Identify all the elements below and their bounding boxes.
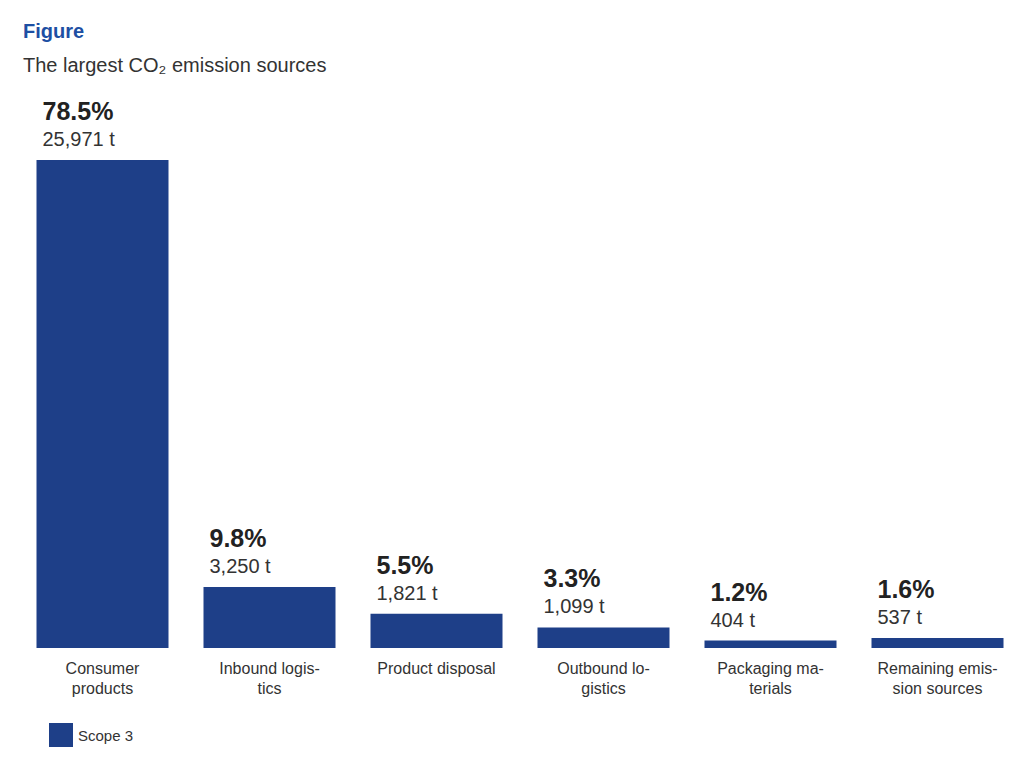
svg-text:Remaining emis-: Remaining emis- xyxy=(877,660,997,677)
svg-text:The largest CO₂ emission sourc: The largest CO₂ emission sources xyxy=(23,54,326,76)
svg-text:9.8%: 9.8% xyxy=(210,524,267,552)
svg-text:tics: tics xyxy=(258,680,282,697)
svg-text:Product disposal: Product disposal xyxy=(377,660,495,677)
svg-text:3.3%: 3.3% xyxy=(544,564,601,592)
svg-text:Inbound logis-: Inbound logis- xyxy=(219,660,320,677)
svg-text:Scope 3: Scope 3 xyxy=(78,727,133,744)
svg-text:1.6%: 1.6% xyxy=(878,575,935,603)
svg-text:3,250 t: 3,250 t xyxy=(210,555,272,577)
svg-text:gistics: gistics xyxy=(581,680,625,697)
svg-text:537 t: 537 t xyxy=(878,606,923,628)
svg-text:Figure: Figure xyxy=(23,20,84,42)
svg-text:Consumer: Consumer xyxy=(66,660,140,677)
svg-text:products: products xyxy=(72,680,133,697)
svg-text:Outbound lo-: Outbound lo- xyxy=(557,660,650,677)
svg-text:1.2%: 1.2% xyxy=(711,578,768,606)
svg-text:1,821 t: 1,821 t xyxy=(377,582,439,604)
svg-text:terials: terials xyxy=(749,680,792,697)
svg-text:1,099 t: 1,099 t xyxy=(544,595,606,617)
svg-text:404 t: 404 t xyxy=(711,609,756,631)
svg-text:78.5%: 78.5% xyxy=(43,97,114,125)
svg-text:5.5%: 5.5% xyxy=(377,551,434,579)
svg-text:sion sources: sion sources xyxy=(893,680,983,697)
svg-text:25,971 t: 25,971 t xyxy=(43,128,116,150)
svg-text:Packaging ma-: Packaging ma- xyxy=(717,660,824,677)
